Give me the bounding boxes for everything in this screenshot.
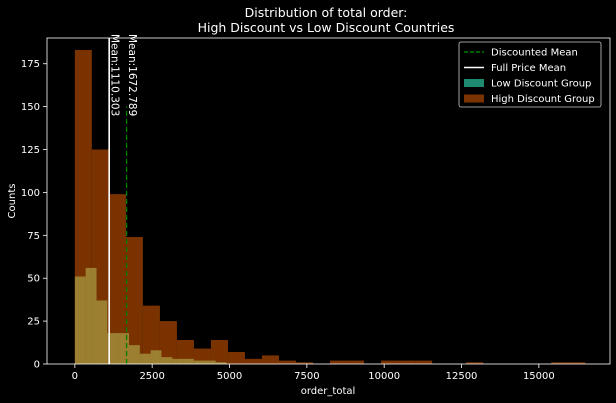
y-tick-label: 50 bbox=[27, 274, 40, 285]
legend-box bbox=[458, 41, 602, 108]
mean-lines: Mean:1110.303 Mean:1672.789 bbox=[108, 34, 138, 364]
y-tick-label: 175 bbox=[21, 59, 40, 70]
discounted-mean-label: Mean:1672.789 bbox=[126, 34, 138, 116]
low-discount-bars bbox=[74, 267, 227, 364]
legend-label: Discounted Mean bbox=[491, 48, 578, 59]
high-discount-bar bbox=[568, 362, 586, 364]
low-discount-bar bbox=[161, 357, 173, 364]
high-discount-bar bbox=[142, 305, 160, 364]
x-axis-ticks: 0 2500 5000 7500 10000 12500 15000 bbox=[72, 364, 555, 382]
high-discount-bar bbox=[415, 360, 433, 364]
high-discount-bar bbox=[193, 348, 211, 364]
low-discount-bar bbox=[96, 300, 108, 364]
x-tick-label: 7500 bbox=[294, 371, 319, 382]
low-discount-bar bbox=[85, 267, 97, 364]
low-discount-bar bbox=[74, 276, 86, 364]
low-discount-bar bbox=[215, 362, 227, 364]
y-axis-label: Counts bbox=[7, 184, 18, 219]
low-discount-bar bbox=[193, 360, 205, 364]
legend: Discounted Mean Full Price Mean Low Discou… bbox=[458, 41, 602, 108]
high-discount-bar bbox=[159, 321, 177, 364]
plot-frame bbox=[46, 37, 611, 365]
chart-title-line2: High Discount vs Low Discount Countries bbox=[198, 20, 455, 35]
high-discount-bar bbox=[347, 360, 365, 364]
y-axis-ticks: 0 25 50 75 100 125 150 175 bbox=[21, 59, 47, 371]
high-discount-bar bbox=[279, 360, 297, 364]
low-discount-bar bbox=[150, 350, 162, 364]
x-tick-label: 15000 bbox=[523, 371, 555, 382]
legend-swatch bbox=[464, 94, 484, 103]
y-tick-label: 100 bbox=[21, 188, 40, 199]
y-tick-label: 150 bbox=[21, 102, 40, 113]
legend-swatch bbox=[464, 79, 484, 87]
high-discount-bar bbox=[381, 360, 399, 364]
x-tick-label: 5000 bbox=[217, 371, 242, 382]
full-price-mean-label: Mean:1110.303 bbox=[109, 34, 121, 116]
low-discount-bar bbox=[128, 345, 140, 364]
y-tick-label: 25 bbox=[27, 317, 40, 328]
y-tick-label: 0 bbox=[34, 360, 40, 371]
high-discount-bar bbox=[398, 360, 416, 364]
low-discount-bar bbox=[107, 333, 119, 364]
high-discount-bar bbox=[551, 362, 569, 364]
high-discount-bar bbox=[466, 362, 484, 364]
legend-label: Full Price Mean bbox=[491, 63, 566, 74]
x-tick-label: 12500 bbox=[446, 371, 478, 382]
legend-label: High Discount Group bbox=[491, 94, 595, 105]
low-discount-bar bbox=[172, 358, 184, 364]
y-tick-label: 125 bbox=[21, 145, 40, 156]
x-tick-label: 10000 bbox=[368, 371, 400, 382]
high-discount-bar bbox=[210, 339, 228, 364]
chart-title-line1: Distribution of total order: bbox=[245, 5, 408, 20]
x-tick-label: 0 bbox=[72, 371, 78, 382]
low-discount-bar bbox=[183, 358, 194, 364]
y-tick-label: 75 bbox=[27, 231, 40, 242]
x-tick-label: 2500 bbox=[139, 371, 164, 382]
high-discount-bar bbox=[244, 358, 262, 364]
low-discount-bar bbox=[118, 333, 129, 364]
x-axis-label: order_total bbox=[301, 386, 356, 397]
high-discount-bar bbox=[296, 362, 314, 364]
low-discount-bar bbox=[139, 353, 151, 364]
low-discount-bar bbox=[204, 360, 216, 364]
high-discount-bar bbox=[261, 355, 279, 364]
high-discount-bar bbox=[227, 351, 245, 364]
legend-label: Low Discount Group bbox=[491, 79, 591, 90]
high-discount-bar bbox=[125, 237, 143, 364]
high-discount-bar bbox=[330, 360, 348, 364]
high-discount-bar bbox=[176, 339, 194, 364]
high-discount-bar bbox=[108, 194, 126, 364]
